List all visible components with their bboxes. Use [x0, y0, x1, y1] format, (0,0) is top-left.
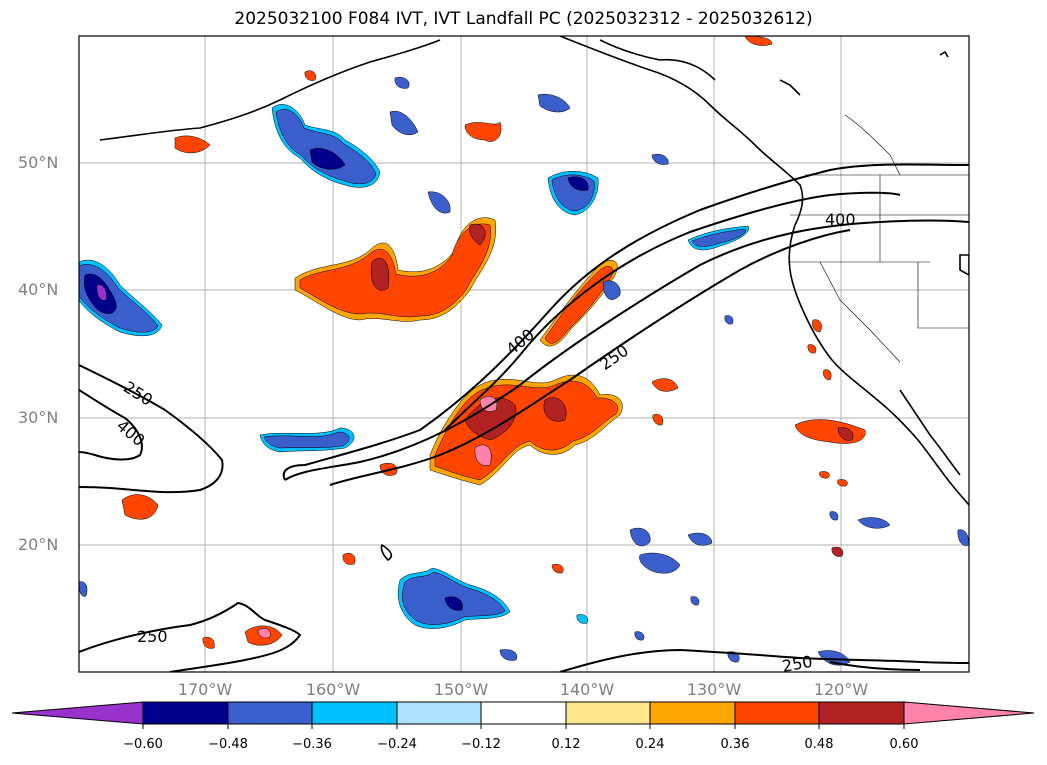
- lat-label: 20°N: [18, 535, 59, 554]
- map-frame: [78, 35, 970, 673]
- lon-label: 140°W: [559, 680, 615, 699]
- colorbar-extend-high: [903, 701, 1035, 725]
- colorbar-tick-label: −0.36: [292, 737, 332, 752]
- contour-label: 400: [825, 210, 856, 229]
- contour-label: 250: [120, 377, 156, 409]
- lat-label: 30°N: [18, 408, 59, 427]
- colorbar-tick-label: 0.48: [804, 737, 834, 752]
- lat-label: 40°N: [18, 280, 59, 299]
- contour-label: 250: [137, 627, 168, 646]
- contour-labels: 250 400 400 250 250 400 250: [113, 210, 856, 676]
- negative-anomaly-blobs: [79, 77, 969, 666]
- contour-label: 250: [596, 341, 632, 374]
- lon-label: 150°W: [433, 680, 489, 699]
- lon-label: 160°W: [305, 680, 361, 699]
- colorbar-tick-label: −0.12: [461, 737, 501, 752]
- ivt-contours: [79, 163, 969, 672]
- colorbar-tick-label: 0.24: [635, 737, 665, 752]
- colorbar-tick-label: 0.60: [889, 737, 919, 752]
- contour-label: 400: [113, 416, 149, 450]
- colorbar-tick-label: −0.48: [208, 737, 248, 752]
- colorbar: [11, 701, 1035, 729]
- lon-label: 120°W: [813, 680, 869, 699]
- lon-label: 130°W: [686, 680, 742, 699]
- graticule: [79, 36, 969, 672]
- colorbar-tick-label: 0.36: [720, 737, 750, 752]
- state-borders: [788, 114, 969, 363]
- map-title: 2025032100 F084 IVT, IVT Landfall PC (20…: [234, 9, 813, 29]
- colorbar-tick-label: −0.60: [123, 737, 163, 752]
- coastlines: [99, 36, 969, 561]
- colorbar-tick-label: −0.24: [377, 737, 417, 752]
- lon-label: 170°W: [177, 680, 233, 699]
- lat-label: 50°N: [18, 153, 59, 172]
- positive-anomaly-blobs: [121, 36, 866, 649]
- colorbar-tick-label: 0.12: [551, 737, 581, 752]
- colorbar-extend-low: [11, 701, 144, 725]
